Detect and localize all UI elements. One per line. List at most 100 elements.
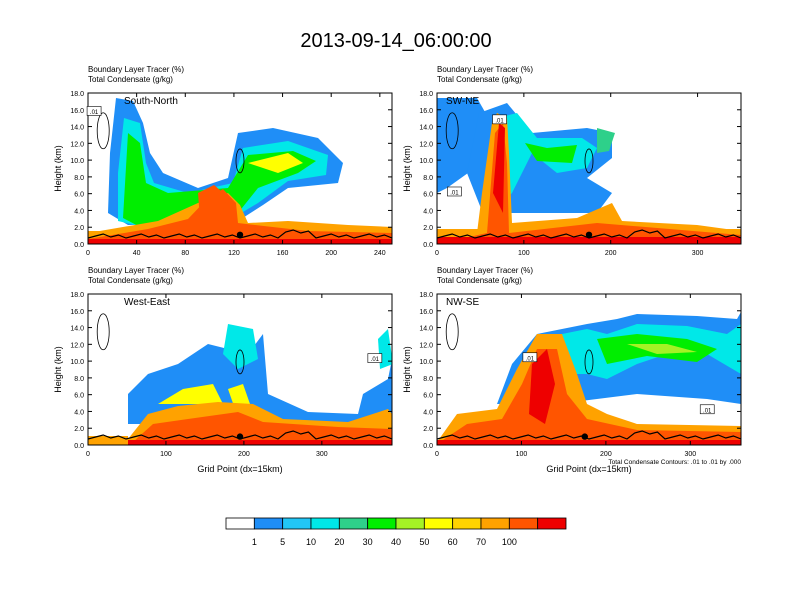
x-tick-label: 200 xyxy=(605,250,617,257)
chart-panel: 0.0 2.0 4.0 6.0 8.0 10.0 12.0 14.0 16.0 18.0 0 100 2… xyxy=(402,266,742,474)
y-tick-label: 6.0 xyxy=(74,393,84,400)
panel-label: West-East xyxy=(124,297,170,308)
colorbar-swatch xyxy=(338,517,369,530)
plot-frame xyxy=(436,92,742,245)
location-marker xyxy=(236,231,244,238)
x-tick-label: 100 xyxy=(518,250,530,257)
shading-region xyxy=(198,185,228,221)
shaded-field xyxy=(88,98,392,244)
y-axis-label: Height (km) xyxy=(402,145,412,192)
colorbar-swatch xyxy=(367,517,397,530)
colorbar-label: 20 xyxy=(334,537,344,547)
panel-label: SW-NE xyxy=(446,96,479,107)
contour-line xyxy=(96,313,110,351)
x-tick-label: 300 xyxy=(684,451,696,458)
y-tick-label: 0.0 xyxy=(74,242,84,249)
y-tick-label: 16.0 xyxy=(419,309,433,316)
shading-region xyxy=(158,384,223,404)
location-marker xyxy=(236,433,244,440)
location-marker xyxy=(585,231,593,238)
panel-subtitle-line1: Boundary Layer Tracer (%) xyxy=(88,266,184,275)
shading-region xyxy=(437,440,741,445)
y-tick-label: 18.0 xyxy=(70,91,84,98)
shading-region xyxy=(529,349,555,424)
y-tick-label: 12.0 xyxy=(70,342,84,349)
shading-region xyxy=(123,133,316,231)
y-tick-label: 16.0 xyxy=(70,108,84,115)
y-tick-label: 18.0 xyxy=(70,292,84,299)
terrain-line xyxy=(437,229,741,239)
y-tick-label: 10.0 xyxy=(70,359,84,366)
contour-label: .01 xyxy=(495,118,504,124)
panel-label: South-North xyxy=(124,96,178,107)
x-tick-label: 80 xyxy=(181,250,189,257)
chart-panel: 0.0 2.0 4.0 6.0 8.0 10.0 12.0 14.0 16.0 18.0 0 100 2… xyxy=(402,65,742,257)
plot-frame xyxy=(87,92,393,245)
x-tick-label: 100 xyxy=(160,451,172,458)
y-tick-label: 10.0 xyxy=(419,158,433,165)
y-tick-label: 14.0 xyxy=(70,326,84,333)
colorbar-label: 1 xyxy=(252,537,257,547)
contour-label: .01 xyxy=(371,357,380,363)
colorbar-label: 50 xyxy=(419,537,429,547)
colorbar-label: 10 xyxy=(306,537,316,547)
contour-line xyxy=(445,112,459,150)
colorbar-swatch xyxy=(452,517,482,530)
x-tick-label: 240 xyxy=(374,250,386,257)
contour-label-box xyxy=(447,186,462,197)
plot-frame xyxy=(87,293,393,446)
contour-line xyxy=(584,148,594,174)
panel-subtitle-line2: Total Condensate (g/kg) xyxy=(88,75,173,84)
panel-label: NW-SE xyxy=(446,297,479,308)
shading-region xyxy=(378,329,392,369)
colorbar-swatch xyxy=(253,517,284,530)
shading-region xyxy=(88,239,392,244)
y-tick-label: 14.0 xyxy=(419,125,433,132)
contour-label-box xyxy=(699,404,715,415)
shading-region xyxy=(493,123,505,213)
x-tick-label: 120 xyxy=(228,250,240,257)
colorbar-label: 60 xyxy=(448,537,458,547)
contour-label-box xyxy=(492,114,507,125)
contour-note: Total Condensate Contours: .01 to .01 by… xyxy=(608,459,741,466)
colorbar-swatch xyxy=(282,517,312,530)
y-tick-label: 14.0 xyxy=(70,125,84,132)
colorbar-label: 40 xyxy=(391,537,401,547)
y-tick-label: 4.0 xyxy=(423,409,433,416)
colorbar-swatch xyxy=(423,517,454,530)
shaded-field xyxy=(437,312,741,445)
shading-region xyxy=(88,189,392,244)
y-tick-label: 16.0 xyxy=(70,309,84,316)
shading-region xyxy=(88,440,392,445)
x-tick-label: 200 xyxy=(238,451,250,458)
x-tick-label: 0 xyxy=(435,250,439,257)
panel-subtitle-line1: Boundary Layer Tracer (%) xyxy=(437,65,533,74)
terrain-line xyxy=(88,229,392,239)
shaded-field xyxy=(88,313,392,445)
colorbar-swatch xyxy=(225,517,255,530)
colorbar-swatch xyxy=(508,517,539,530)
y-tick-label: 2.0 xyxy=(74,225,84,232)
x-tick-label: 0 xyxy=(435,451,439,458)
contour-label: .01 xyxy=(526,356,535,362)
contour-label: .01 xyxy=(450,190,459,196)
x-axis-label: Grid Point (dx=15km) xyxy=(197,464,282,474)
y-tick-label: 18.0 xyxy=(419,91,433,98)
y-tick-label: 6.0 xyxy=(74,192,84,199)
x-tick-label: 200 xyxy=(325,250,337,257)
y-tick-label: 8.0 xyxy=(74,175,84,182)
colorbar-label: 100 xyxy=(502,537,517,547)
contour-line xyxy=(96,112,110,150)
colorbar-label: 30 xyxy=(363,537,373,547)
x-tick-label: 300 xyxy=(316,451,328,458)
figure-title: 2013-09-14_06:00:00 xyxy=(300,30,492,52)
shading-region xyxy=(437,237,741,244)
panel-subtitle-line2: Total Condensate (g/kg) xyxy=(88,276,173,285)
colorbar-swatch xyxy=(537,517,567,530)
y-tick-label: 4.0 xyxy=(74,409,84,416)
x-tick-label: 0 xyxy=(86,250,90,257)
shaded-field xyxy=(437,98,741,244)
y-tick-label: 10.0 xyxy=(419,359,433,366)
y-tick-label: 8.0 xyxy=(74,376,84,383)
